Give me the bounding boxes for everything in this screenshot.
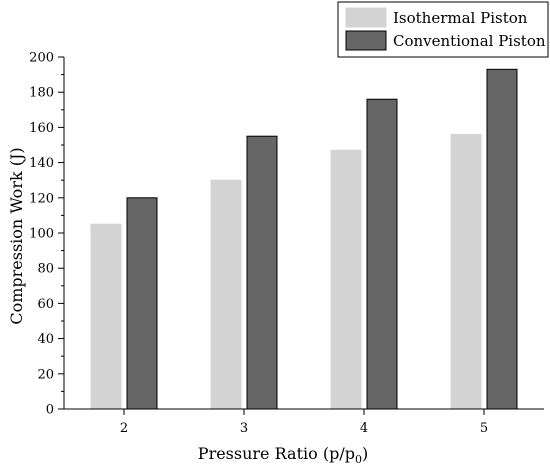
y-tick-label: 0 — [46, 403, 54, 418]
y-tick-label: 80 — [37, 262, 54, 277]
y-tick-label: 40 — [37, 332, 54, 347]
legend: Isothermal Piston Conventional Piston — [337, 1, 549, 58]
y-axis-title: Compression Work (J) — [7, 147, 26, 324]
y-tick-label: 200 — [29, 51, 54, 66]
bar-isothermal-2 — [90, 223, 122, 410]
y-tick-label: 20 — [37, 367, 54, 382]
bar-conventional-2 — [126, 197, 158, 410]
bars — [90, 68, 518, 410]
y-tick-label: 60 — [37, 297, 54, 312]
y-tick-label: 140 — [29, 156, 54, 171]
x-ticks: 2 3 4 5 — [120, 409, 488, 436]
x-tick-label: 4 — [360, 421, 368, 436]
legend-label-isothermal: Isothermal Piston — [393, 9, 528, 27]
x-tick-label: 3 — [240, 421, 248, 436]
bar-conventional-4 — [366, 98, 398, 410]
x-axis-title: Pressure Ratio (p/p0) — [198, 444, 368, 466]
bar-isothermal-3 — [210, 179, 242, 410]
bar-conventional-5 — [486, 68, 518, 410]
legend-label-conventional: Conventional Piston — [393, 32, 546, 50]
y-tick-label: 100 — [29, 227, 54, 242]
legend-swatch-conventional — [345, 30, 387, 51]
x-tick-label: 2 — [120, 421, 128, 436]
bar-isothermal-4 — [330, 149, 362, 410]
legend-swatch-isothermal — [345, 7, 387, 28]
x-axis-title-suffix: ) — [362, 444, 368, 463]
y-ticks: 0 20 40 60 80 100 120 140 160 180 200 — [29, 51, 64, 418]
y-tick-label: 180 — [29, 86, 54, 101]
bar-conventional-3 — [246, 135, 278, 410]
y-tick-label: 160 — [29, 121, 54, 136]
x-tick-label: 5 — [480, 421, 488, 436]
x-axis-title-main: Pressure Ratio (p/p — [198, 444, 355, 463]
x-axis-title-subscript: 0 — [355, 453, 362, 466]
y-tick-label: 120 — [29, 191, 54, 206]
bar-isothermal-5 — [450, 133, 482, 410]
